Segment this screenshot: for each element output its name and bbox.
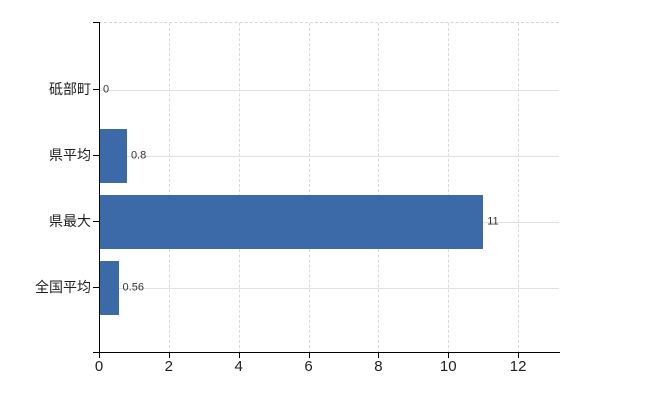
x-axis-line <box>93 352 560 353</box>
x-axis-tick-label: 12 <box>509 358 527 375</box>
x-axis-tick <box>518 352 520 358</box>
x-axis-tick <box>448 352 450 358</box>
bar-value-label: 11 <box>487 215 499 228</box>
y-axis-line <box>99 22 100 353</box>
x-axis-tick <box>238 352 240 358</box>
bar <box>99 195 484 249</box>
x-axis-tick-label: 6 <box>304 358 313 375</box>
x-axis-tick-label: 2 <box>164 358 174 375</box>
y-axis-tick <box>93 22 100 23</box>
bar-value-label: 0.8 <box>130 149 147 162</box>
bar <box>99 261 119 315</box>
x-axis-tick <box>308 352 310 358</box>
y-axis-category-label: 砥部町 <box>49 81 91 97</box>
y-axis-tick <box>93 89 100 90</box>
y-axis-category-label: 全国平均 <box>35 279 91 295</box>
v-gridline <box>308 23 310 353</box>
v-gridline <box>238 23 240 353</box>
v-gridline <box>448 23 450 353</box>
h-gridline <box>99 288 559 289</box>
x-axis-tick-label: 8 <box>374 358 383 375</box>
h-gridline <box>99 90 559 91</box>
x-axis-tick-label: 0 <box>94 358 104 375</box>
bar-value-label: 0 <box>103 83 110 96</box>
x-axis-tick-label: 4 <box>234 358 243 375</box>
v-gridline <box>168 23 170 353</box>
x-axis-tick <box>168 352 170 358</box>
x-axis-tick <box>99 352 100 358</box>
y-axis-tick <box>93 155 100 156</box>
y-axis-tick <box>93 287 100 288</box>
h-gridline <box>99 156 559 157</box>
v-gridline <box>378 23 380 353</box>
bar-value-label: 0.56 <box>122 281 144 294</box>
plot-area: 0 0.8 11 0.56 <box>99 22 559 353</box>
x-axis-tick-label: 10 <box>439 358 457 375</box>
v-gridline <box>518 23 520 353</box>
x-axis-tick <box>378 352 380 358</box>
y-axis-category-label: 県平均 <box>49 147 91 163</box>
bar <box>99 129 127 183</box>
y-axis-tick <box>93 221 100 222</box>
y-axis-category-label: 県最大 <box>49 213 91 229</box>
